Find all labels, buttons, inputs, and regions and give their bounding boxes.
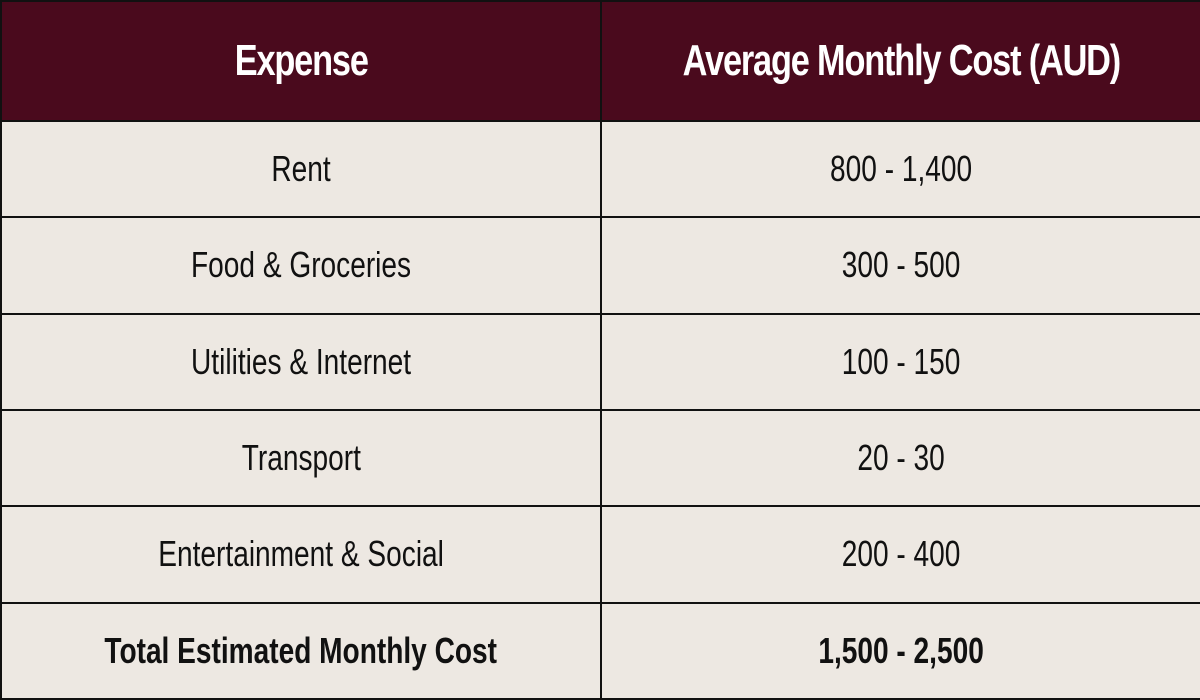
cost-cell: 800 - 1,400 <box>600 119 1200 219</box>
table-row: Food & Groceries 300 - 500 <box>0 216 1200 315</box>
header-expense: Expense <box>0 0 602 122</box>
table-row: Utilities & Internet 100 - 150 <box>0 312 1200 411</box>
cost-cell: 100 - 150 <box>600 312 1200 411</box>
table-row: Transport 20 - 30 <box>0 408 1200 508</box>
expense-cell: Entertainment & Social <box>0 505 602 604</box>
header-cost: Average Monthly Cost (AUD) <box>600 0 1200 122</box>
cost-cell: 20 - 30 <box>600 408 1200 508</box>
expense-cell: Rent <box>0 119 602 219</box>
header-row: Expense Average Monthly Cost (AUD) <box>0 0 1200 122</box>
expense-cell: Food & Groceries <box>0 216 602 315</box>
cost-cell: 200 - 400 <box>600 505 1200 604</box>
total-cost: 1,500 - 2,500 <box>600 601 1200 700</box>
total-row: Total Estimated Monthly Cost 1,500 - 2,5… <box>0 601 1200 700</box>
expense-cell: Utilities & Internet <box>0 312 602 411</box>
table-row: Rent 800 - 1,400 <box>0 119 1200 219</box>
expense-cell: Transport <box>0 408 602 508</box>
total-label: Total Estimated Monthly Cost <box>0 601 602 700</box>
cost-cell: 300 - 500 <box>600 216 1200 315</box>
table-row: Entertainment & Social 200 - 400 <box>0 505 1200 604</box>
